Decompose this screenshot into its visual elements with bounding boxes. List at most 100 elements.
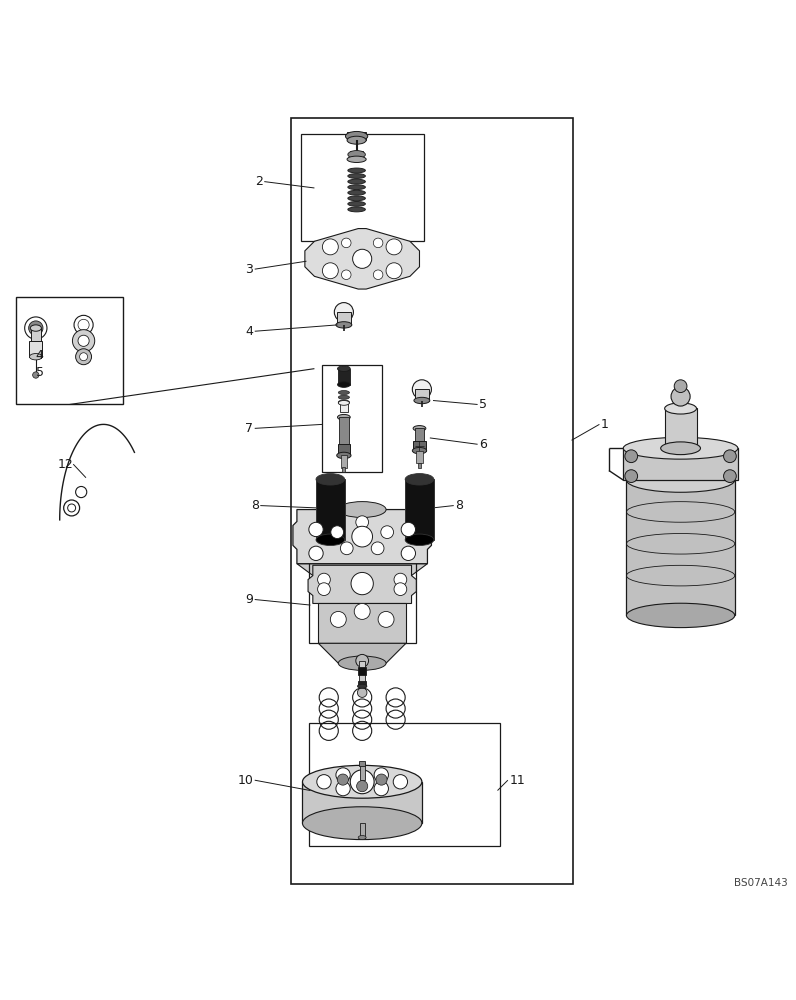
- Ellipse shape: [29, 354, 42, 360]
- Ellipse shape: [348, 196, 365, 201]
- Bar: [415, 428, 424, 441]
- Ellipse shape: [316, 534, 345, 546]
- Polygon shape: [293, 510, 431, 564]
- Polygon shape: [305, 229, 419, 289]
- Text: 8: 8: [455, 499, 463, 512]
- Bar: [405, 479, 434, 540]
- Ellipse shape: [338, 502, 386, 518]
- Bar: [338, 444, 350, 455]
- Circle shape: [724, 450, 736, 463]
- Circle shape: [625, 450, 638, 463]
- Ellipse shape: [348, 168, 365, 173]
- Bar: [623, 448, 738, 480]
- Ellipse shape: [626, 603, 735, 628]
- Bar: [16, 297, 123, 404]
- Circle shape: [322, 263, 338, 279]
- Ellipse shape: [405, 534, 434, 546]
- Circle shape: [625, 470, 638, 482]
- Bar: [359, 761, 365, 766]
- Ellipse shape: [338, 391, 349, 395]
- Ellipse shape: [412, 447, 427, 454]
- Ellipse shape: [347, 136, 366, 144]
- Circle shape: [356, 654, 369, 667]
- Ellipse shape: [348, 185, 365, 190]
- Circle shape: [378, 611, 394, 627]
- Ellipse shape: [345, 131, 368, 141]
- Circle shape: [724, 470, 736, 482]
- Ellipse shape: [346, 602, 378, 611]
- Circle shape: [350, 770, 374, 794]
- Circle shape: [357, 781, 368, 792]
- Bar: [309, 520, 416, 643]
- Bar: [350, 151, 363, 158]
- Text: 4: 4: [36, 349, 44, 362]
- Bar: [626, 480, 735, 615]
- Bar: [413, 441, 426, 451]
- Circle shape: [309, 546, 323, 560]
- Polygon shape: [297, 564, 427, 596]
- Ellipse shape: [626, 468, 735, 492]
- Circle shape: [318, 583, 330, 596]
- Ellipse shape: [623, 437, 738, 459]
- Circle shape: [72, 330, 95, 352]
- Bar: [316, 479, 345, 540]
- Bar: [360, 763, 365, 780]
- Ellipse shape: [340, 588, 384, 603]
- Circle shape: [393, 775, 408, 789]
- Text: 5: 5: [36, 366, 44, 379]
- Circle shape: [80, 353, 88, 361]
- Circle shape: [331, 526, 344, 539]
- Bar: [339, 417, 349, 444]
- Ellipse shape: [413, 426, 426, 431]
- Ellipse shape: [333, 599, 392, 615]
- Bar: [341, 455, 347, 468]
- Bar: [340, 403, 348, 412]
- Ellipse shape: [348, 174, 365, 178]
- Circle shape: [371, 542, 384, 555]
- Text: 4: 4: [245, 325, 253, 338]
- Circle shape: [352, 526, 373, 547]
- Bar: [358, 681, 366, 686]
- Text: 11: 11: [509, 774, 525, 787]
- Circle shape: [373, 238, 383, 248]
- Ellipse shape: [338, 400, 349, 404]
- Circle shape: [354, 603, 370, 619]
- Circle shape: [341, 270, 351, 280]
- Ellipse shape: [338, 414, 350, 420]
- Circle shape: [374, 781, 388, 796]
- Circle shape: [376, 774, 387, 785]
- Circle shape: [386, 239, 402, 255]
- Circle shape: [380, 526, 393, 539]
- Bar: [359, 661, 365, 691]
- Circle shape: [330, 611, 346, 627]
- Ellipse shape: [348, 179, 365, 184]
- Text: 2: 2: [255, 175, 263, 188]
- Circle shape: [336, 768, 350, 782]
- Circle shape: [351, 572, 373, 595]
- Polygon shape: [318, 643, 406, 663]
- Bar: [415, 389, 429, 400]
- Bar: [291, 118, 573, 884]
- Bar: [301, 134, 424, 241]
- Circle shape: [338, 774, 349, 785]
- Circle shape: [76, 349, 92, 365]
- Bar: [360, 823, 365, 839]
- Ellipse shape: [338, 400, 349, 405]
- Ellipse shape: [338, 656, 386, 670]
- Bar: [665, 408, 696, 448]
- Text: 7: 7: [245, 422, 253, 435]
- Text: 5: 5: [479, 398, 487, 411]
- Ellipse shape: [348, 202, 365, 206]
- Ellipse shape: [338, 366, 350, 371]
- Circle shape: [336, 781, 350, 796]
- Ellipse shape: [316, 474, 345, 485]
- Ellipse shape: [30, 325, 41, 331]
- Bar: [337, 312, 351, 325]
- Circle shape: [78, 335, 89, 346]
- Bar: [358, 667, 366, 675]
- Circle shape: [394, 583, 407, 596]
- Text: 10: 10: [237, 774, 253, 787]
- Bar: [342, 467, 345, 472]
- Ellipse shape: [358, 836, 366, 839]
- Circle shape: [29, 321, 43, 335]
